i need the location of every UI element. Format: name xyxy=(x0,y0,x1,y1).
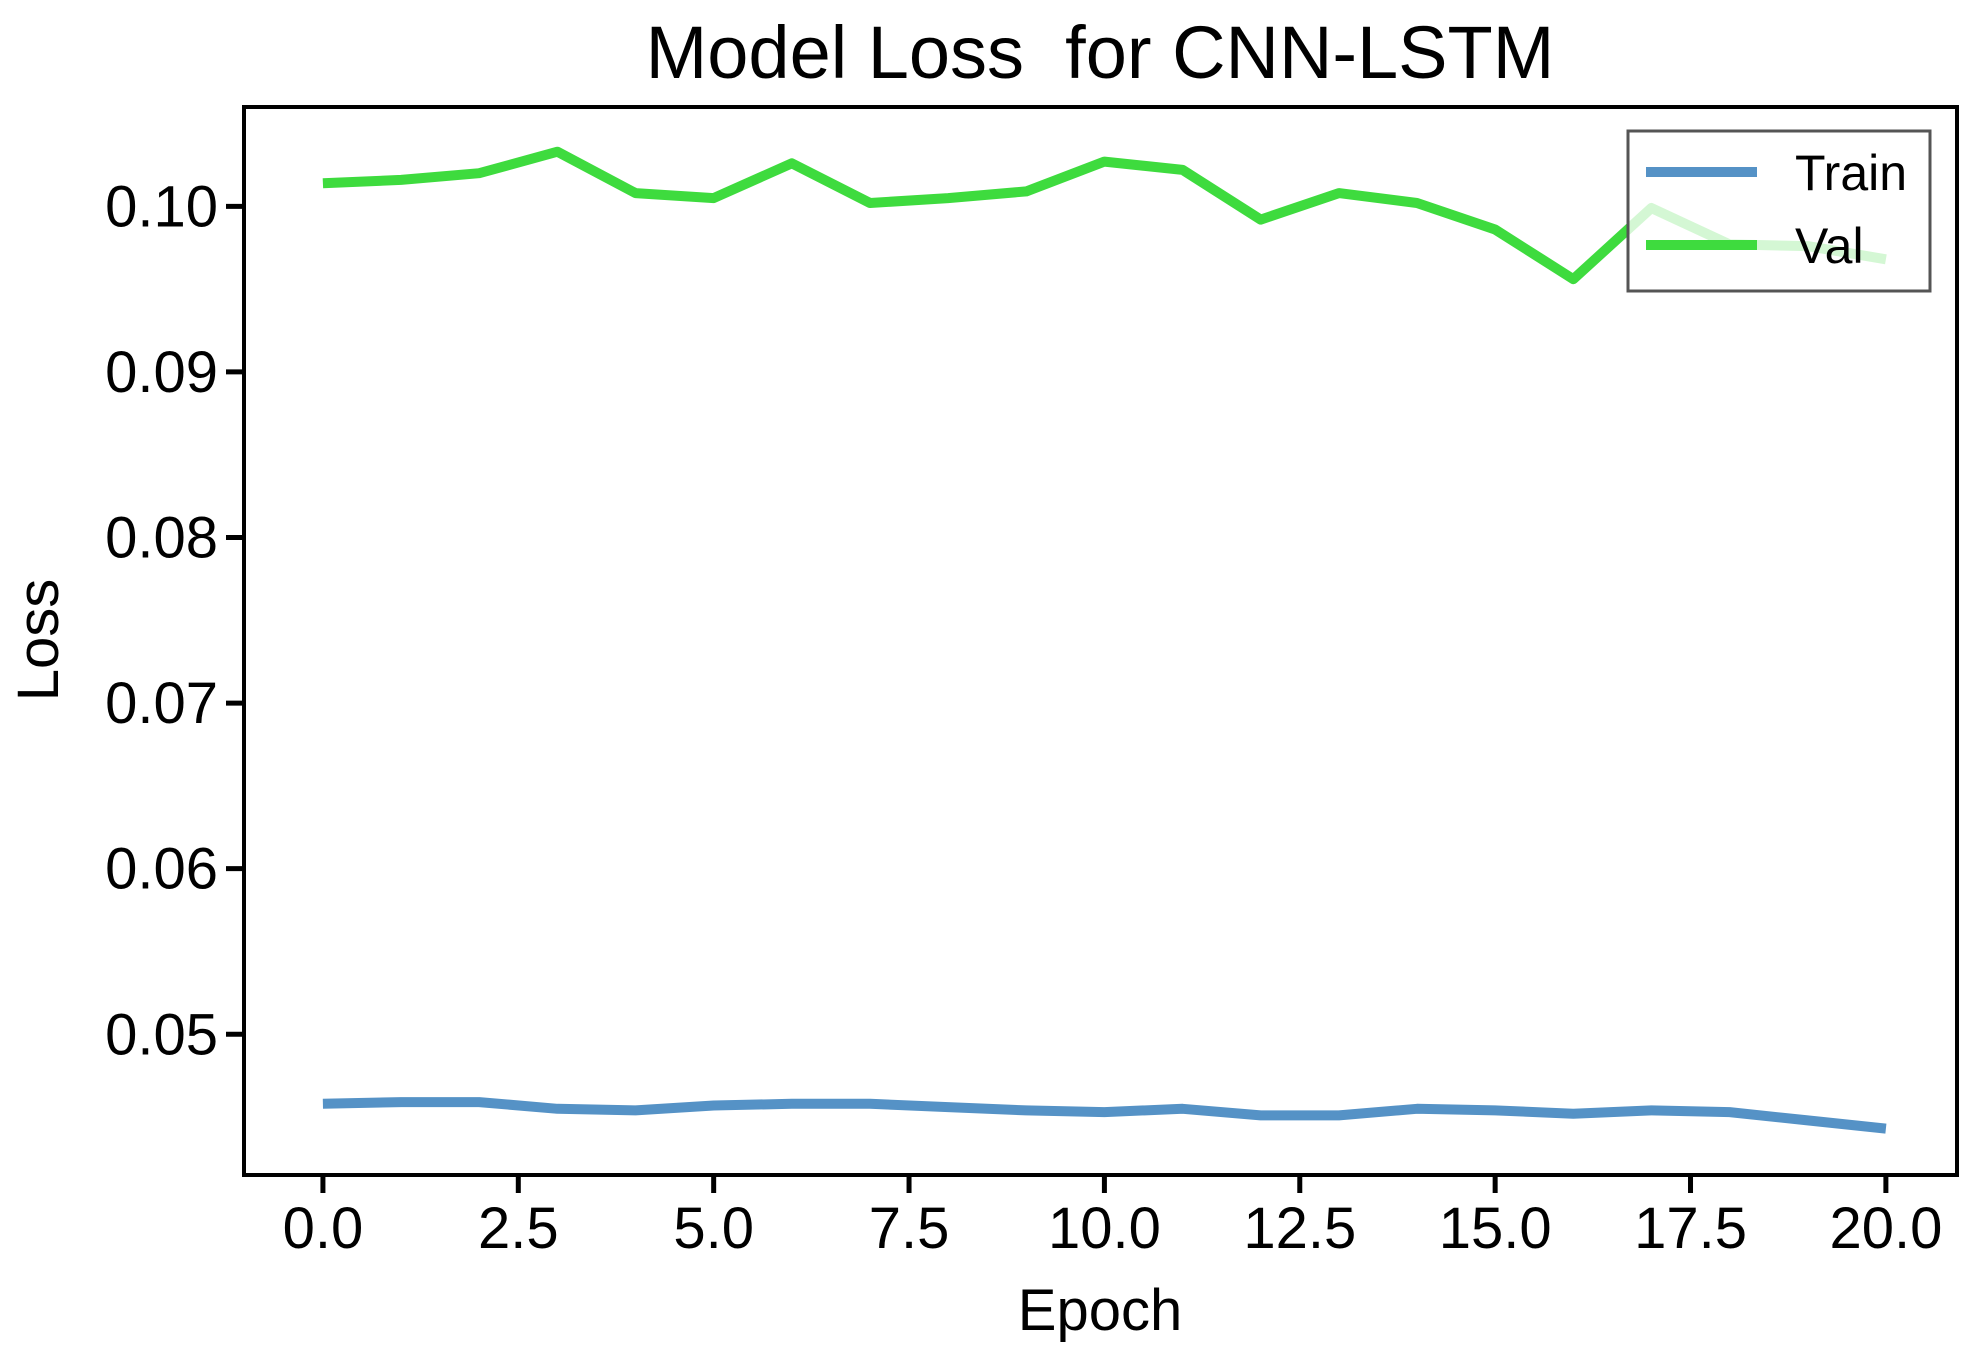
legend: Train Val xyxy=(1626,129,1932,293)
y-axis-label: Loss xyxy=(6,579,71,702)
x-tick-label: 7.5 xyxy=(869,1196,950,1261)
x-axis-label: Epoch xyxy=(1018,1278,1182,1343)
y-tick-label: 0.10 xyxy=(105,174,218,239)
x-tick-label: 15.0 xyxy=(1439,1196,1552,1261)
x-tick-label: 0.0 xyxy=(283,1196,364,1261)
y-tick-label: 0.07 xyxy=(105,671,218,736)
plot-area: 0.0 2.5 5.0 7.5 10.0 12.5 15.0 17.5 20.0 0.05 0.06… xyxy=(105,146,1942,1261)
x-tick-label: 12.5 xyxy=(1243,1196,1356,1261)
y-tick-label: 0.06 xyxy=(105,837,218,902)
y-tick-label: 0.09 xyxy=(105,340,218,405)
chart-title: Model Loss for CNN-LSTM xyxy=(646,11,1555,94)
legend-val-label: Val xyxy=(1795,218,1864,274)
x-tick-label: 5.0 xyxy=(673,1196,754,1261)
x-tick-label: 10.0 xyxy=(1048,1196,1161,1261)
train-line xyxy=(322,1097,1887,1134)
plot-border xyxy=(242,105,1959,1177)
legend-box xyxy=(1626,129,1932,293)
x-tick-label: 20.0 xyxy=(1829,1196,1942,1261)
x-tick-label: 17.5 xyxy=(1634,1196,1747,1261)
x-tick-label: 2.5 xyxy=(478,1196,559,1261)
val-line xyxy=(322,146,1887,285)
y-tick-label: 0.08 xyxy=(105,506,218,571)
y-tick-label: 0.05 xyxy=(105,1002,218,1067)
legend-train-label: Train xyxy=(1795,145,1907,201)
